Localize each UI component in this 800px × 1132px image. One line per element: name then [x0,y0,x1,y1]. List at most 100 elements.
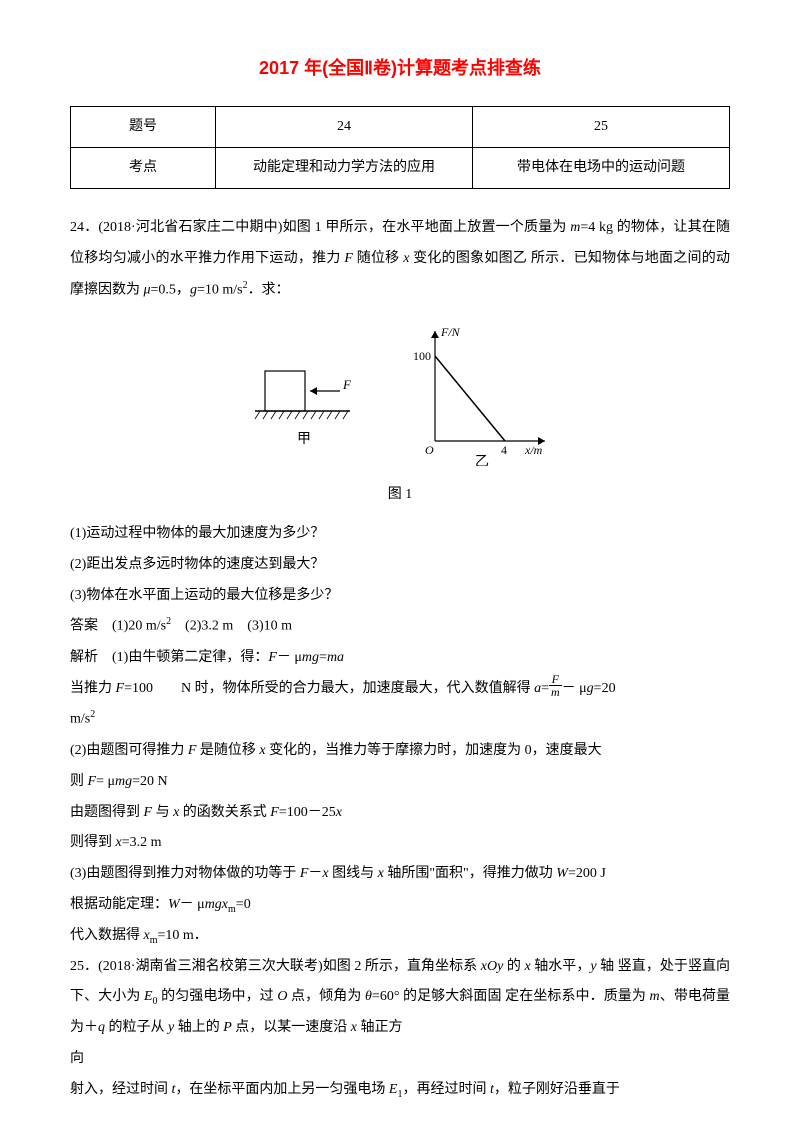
text: 的匀强电场中，过 [158,989,278,1004]
text: =20 N [132,774,168,789]
var-F: F [116,681,125,696]
q25-line5: 射入，经过时间 t，在坐标平面内加上另一匀强电场 E1，再经过时间 t，粒子刚好… [70,1075,730,1106]
var-theta: θ [365,989,372,1004]
q24-statement: 24．(2018·河北省石家庄二中期中)如图 1 甲所示，在水平地面上放置一个质… [70,213,730,306]
var-F: F [270,805,279,820]
var-W: W [556,866,568,881]
text: 变化的，当推力等于摩擦力时，加速度为 0，速度最大 [266,743,602,758]
text: =10 m． [158,928,208,943]
svg-text:甲: 甲 [297,432,311,447]
cell-q24: 24 [215,107,472,148]
var-F: F [344,251,353,266]
var-P: P [223,1020,232,1035]
var-xOy: xOy [481,959,504,974]
var-mg: mg [115,774,132,789]
text: 则 [70,774,88,789]
q24-exp3: (2)由题图可得推力 F 是随位移 x 变化的，当推力等于摩擦力时，加速度为 0… [70,736,730,767]
cell-q25: 25 [472,107,729,148]
figure-1: F 甲 100 4 O F/N x/m 乙 [70,316,730,477]
text: 轴 [597,959,615,974]
text: =0.5， [151,282,190,297]
text: ．求： [248,282,290,297]
sup: 2 [90,709,95,720]
figure-1-caption: 图 1 [70,481,730,509]
text: － [308,866,322,881]
q24-sub3: (3)物体在水平面上运动的最大位移是多少？ [70,581,730,612]
q24-exp4: 则 F= μmg=20 N [70,767,730,798]
text: 轴水平， [531,959,591,974]
text: =100 N 时，物体所受的合力最大，加速度最大，代入数值解得 [124,681,534,696]
svg-text:100: 100 [413,349,431,363]
text: 点，倾角为 [287,989,365,1004]
q24-exp2b: m/s2 [70,704,730,735]
text: 25．(2018·湖南省三湘名校第三次大联考)如图 2 所示，直角坐标系 [70,959,481,974]
text: m/s [70,712,90,727]
text: 轴正方 [357,1020,403,1035]
svg-text:4: 4 [501,443,507,457]
cell-topic1: 动能定理和动力学方法的应用 [215,148,472,189]
cell-topic2: 带电体在电场中的运动问题 [472,148,729,189]
text: 射入，经过时间 [70,1082,172,1097]
svg-text:x/m: x/m [524,443,543,457]
text: (2)3.2 m (3)10 m [171,619,292,634]
q25-statement: 25．(2018·湖南省三湘名校第三次大联考)如图 2 所示，直角坐标系 xOy… [70,952,730,1044]
q24-exp5: 由题图得到 F 与 x 的函数关系式 F=100－25x [70,798,730,829]
var-x: x [336,805,342,820]
table-row: 考点 动能定理和动力学方法的应用 带电体在电场中的运动问题 [71,148,730,189]
text: 24．(2018·河北省石家庄二中期中)如图 1 甲所示，在水平地面上放置一个质… [70,220,570,235]
text: 是随位移 [196,743,259,758]
cell-label: 题号 [71,107,216,148]
svg-text:乙: 乙 [475,454,489,466]
var-W: W [168,897,180,912]
text: =3.2 m [122,835,162,850]
var-ma: ma [327,650,344,665]
q24-answer: 答案 (1)20 m/s2 (2)3.2 m (3)10 m [70,611,730,642]
var-mu: μ [144,282,151,297]
q24-sub1: (1)运动过程中物体的最大加速度为多少？ [70,519,730,550]
text: =100－25 [279,805,336,820]
q24-exp1: 解析 (1)由牛顿第二定律，得：F－ μmg=ma [70,643,730,674]
var-O: O [277,989,287,1004]
text: 代入数据得 [70,928,144,943]
text: ，再经过时间 [402,1082,490,1097]
text: =4 kg [580,220,613,235]
text: 由题图得到 [70,805,144,820]
q24-exp8: 根据动能定理：W－ μmgxm=0 [70,890,730,921]
text: － μ [562,681,587,696]
table-row: 题号 24 25 [71,107,730,148]
text: 的函数关系式 [179,805,270,820]
text: － μ [180,897,205,912]
fraction: Fm [549,673,562,698]
q24-sub2: (2)距出发点多远时物体的速度达到最大？ [70,550,730,581]
text: 的 [503,959,524,974]
text: 答案 (1)20 m/s [70,619,166,634]
var-g: g [190,282,197,297]
text: 的粒子从 [105,1020,168,1035]
var-mgx: mgx [205,897,228,912]
text: 轴所围"面积"，得推力做功 [384,866,556,881]
text: 图线与 [329,866,378,881]
q24-exp7: (3)由题图得到推力对物体做的功等于 F－x 图线与 x 轴所围"面积"，得推力… [70,859,730,890]
var-F: F [144,805,153,820]
svg-text:O: O [425,443,434,457]
text: =200 J [568,866,606,881]
var-m: m [570,220,580,235]
text: =10 m/s [197,282,243,297]
var-F: F [88,774,97,789]
var-q: q [98,1020,105,1035]
text: ，在坐标平面内加上另一匀强电场 [175,1082,389,1097]
var-a: a [534,681,541,696]
q24-exp9: 代入数据得 xm=10 m． [70,921,730,952]
text: 根据动能定理： [70,897,168,912]
page-title: 2017 年(全国Ⅱ卷)计算题考点排查练 [70,50,730,86]
text: = μ [96,774,115,789]
text: =0 [236,897,251,912]
var-E0: E [144,989,153,1004]
q25-line4: 向 [70,1044,730,1075]
text: =20 [594,681,616,696]
text: =60° 的足够大斜面固 [372,989,502,1004]
text: 定在坐标系中．质量为 [505,989,649,1004]
text: 随位移 [353,251,403,266]
topics-table: 题号 24 25 考点 动能定理和动力学方法的应用 带电体在电场中的运动问题 [70,106,730,189]
q24-exp6: 则得到 x=3.2 m [70,828,730,859]
